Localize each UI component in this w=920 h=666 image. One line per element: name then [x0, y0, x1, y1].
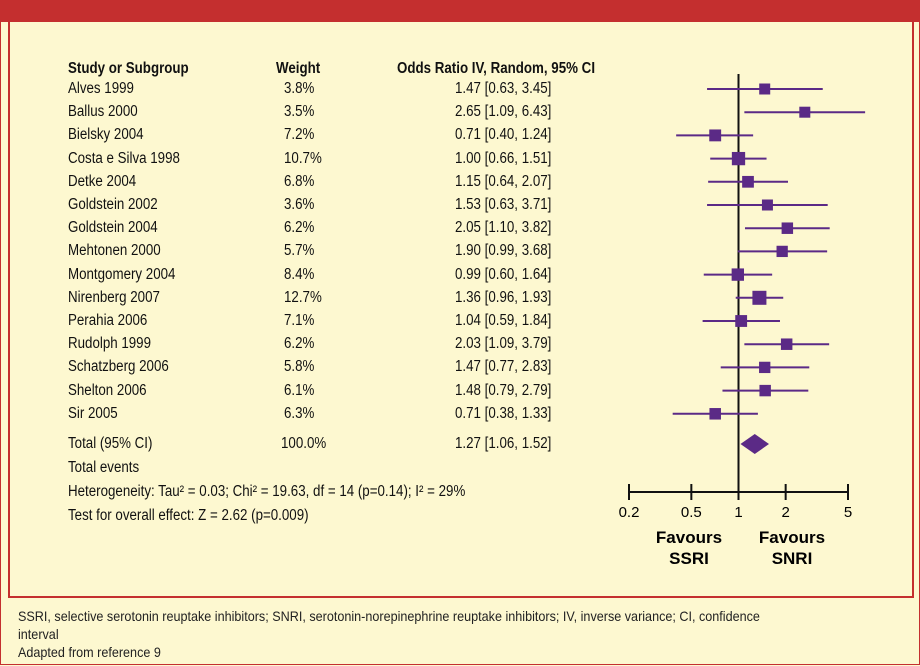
effect-square [752, 290, 767, 305]
x-tick-label: 1 [734, 504, 742, 521]
effect-square [761, 199, 773, 211]
study-weight: 3.6% [284, 196, 315, 213]
study-ci: 0.71 [0.40, 1.24] [455, 126, 552, 144]
study-name: Costa e Silva 1998 [68, 149, 180, 167]
x-tick-label: 0.2 [619, 504, 640, 521]
header-ci: Odds Ratio IV, Random, 95% CI [397, 60, 596, 77]
study-name: Goldstein 2004 [68, 219, 158, 237]
study-name: Mehtonen 2000 [68, 242, 161, 260]
study-ci: 1.00 [0.66, 1.51] [455, 149, 552, 167]
study-weight: 5.7% [284, 242, 315, 260]
study-name: Alves 1999 [68, 80, 134, 97]
total-weight: 100.0% [281, 435, 327, 452]
study-weight: 7.2% [284, 126, 315, 144]
total-ci: 1.27 [1.06, 1.52] [455, 435, 552, 452]
study-ci: 1.48 [0.79, 2.79] [455, 381, 552, 399]
study-name: Goldstein 2002 [68, 196, 158, 213]
favours-ssri-label: SSRI [669, 549, 709, 568]
study-ci: 1.04 [0.59, 1.84] [455, 312, 552, 329]
study-ci: 1.53 [0.63, 3.71] [455, 196, 552, 213]
effect-square [781, 222, 794, 234]
study-ci: 1.90 [0.99, 3.68] [455, 242, 552, 260]
study-name: Schatzberg 2006 [68, 358, 169, 376]
total-label: Total (95% CI) [68, 435, 153, 452]
effect-square [709, 129, 722, 142]
effect-square [799, 106, 811, 118]
study-name: Nirenberg 2007 [68, 288, 160, 306]
study-weight: 10.7% [284, 149, 322, 167]
study-ci: 1.47 [0.63, 3.45] [455, 80, 552, 97]
study-name: Detke 2004 [68, 172, 137, 190]
footnote-line-2: interval [18, 626, 59, 642]
study-ci: 0.99 [0.60, 1.64] [455, 265, 552, 283]
footnote-line-1: SSRI, selective serotonin reuptake inhib… [18, 608, 760, 624]
effect-square [759, 384, 771, 397]
header-weight: Weight [276, 60, 321, 77]
x-tick-label: 2 [781, 504, 789, 521]
study-weight: 7.1% [284, 312, 315, 329]
study-weight: 3.5% [284, 103, 315, 121]
effect-square [735, 315, 748, 327]
effect-square [776, 245, 788, 258]
study-weight: 6.8% [284, 172, 315, 190]
favours-snri-label: Favours [759, 528, 825, 547]
study-ci: 1.15 [0.64, 2.07] [455, 172, 552, 190]
favours-ssri-label: Favours [656, 528, 722, 547]
effect-square [709, 408, 721, 420]
effect-square [731, 268, 744, 281]
title-bar [0, 0, 920, 22]
total-events: Total events [68, 459, 140, 476]
study-weight: 6.1% [284, 381, 315, 399]
study-weight: 6.3% [284, 404, 315, 422]
x-tick-label: 5 [844, 504, 852, 521]
footnote-line-3: Adapted from reference 9 [18, 644, 161, 660]
study-name: Bielsky 2004 [68, 126, 144, 144]
study-weight: 5.8% [284, 358, 315, 376]
study-name: Ballus 2000 [68, 103, 138, 121]
study-name: Rudolph 1999 [68, 335, 152, 353]
effect-square [731, 151, 746, 166]
pooled-diamond [740, 434, 769, 454]
heterogeneity-text: Heterogeneity: Tau² = 0.03; Chi² = 19.63… [68, 483, 466, 500]
header-study: Study or Subgroup [68, 60, 189, 77]
study-name: Shelton 2006 [68, 381, 147, 399]
study-weight: 6.2% [284, 219, 315, 237]
favours-snri-label: SNRI [772, 549, 813, 568]
study-name: Montgomery 2004 [68, 265, 176, 283]
study-weight: 12.7% [284, 288, 322, 306]
effect-square [780, 338, 793, 350]
study-name: Perahia 2006 [68, 312, 148, 329]
effect-square [759, 83, 771, 95]
overall-effect-text: Test for overall effect: Z = 2.62 (p=0.0… [68, 507, 309, 524]
study-ci: 0.71 [0.38, 1.33] [455, 404, 552, 422]
x-tick-label: 0.5 [681, 504, 702, 521]
study-name: Sir 2005 [68, 404, 118, 422]
study-ci: 2.05 [1.10, 3.82] [455, 219, 552, 237]
study-ci: 2.03 [1.09, 3.79] [455, 335, 552, 353]
study-weight: 6.2% [284, 335, 315, 353]
effect-square [759, 361, 771, 374]
effect-square [742, 175, 754, 188]
study-ci: 1.36 [0.96, 1.93] [455, 288, 552, 306]
study-ci: 2.65 [1.09, 6.43] [455, 103, 552, 121]
study-weight: 8.4% [284, 265, 315, 283]
study-ci: 1.47 [0.77, 2.83] [455, 358, 552, 376]
figure-panel [8, 22, 914, 598]
study-weight: 3.8% [284, 80, 315, 97]
